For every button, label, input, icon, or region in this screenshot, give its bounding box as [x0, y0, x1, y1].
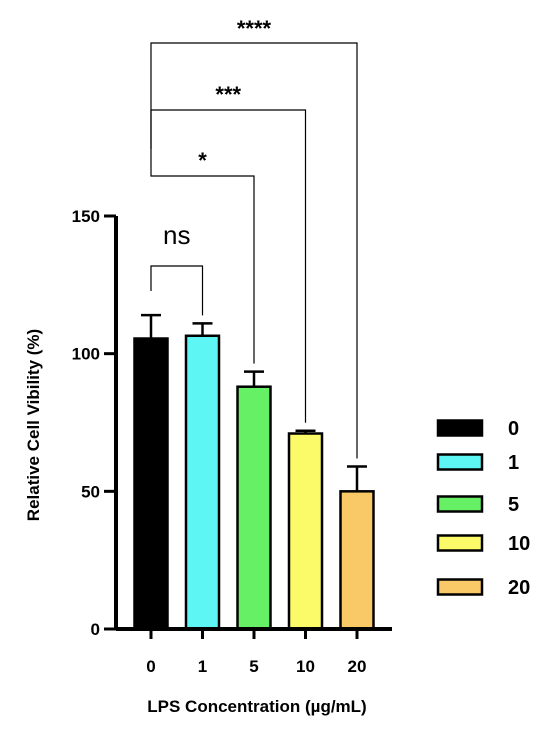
error-bar-10 [295, 429, 316, 434]
significance-label-0-vs-1: ns [163, 220, 190, 250]
legend-entry-5: 5 [436, 494, 519, 516]
y-axis-title: Relative Cell Vibility (%) [24, 329, 43, 521]
x-tick-label-1: 1 [198, 657, 207, 676]
legend-entry-1: 1 [436, 452, 519, 474]
error-bar-20 [347, 465, 367, 492]
legend-swatch-5 [436, 495, 484, 513]
error-bars-group [141, 313, 367, 492]
bar-1 [184, 334, 221, 631]
legend-label-20: 20 [508, 577, 530, 599]
legend-entry-10: 10 [436, 533, 530, 555]
significance-brackets: ns******** [150, 16, 358, 459]
bar-0 [133, 337, 169, 631]
y-tick-label-150: 150 [72, 207, 100, 226]
bar-10 [287, 432, 324, 631]
x-tick-label-5: 5 [249, 657, 258, 676]
legend-swatch-0 [436, 419, 484, 437]
x-tick-label-20: 20 [348, 657, 367, 676]
significance-label-0-vs-5: * [198, 148, 207, 173]
bar-5 [236, 385, 272, 631]
legend-swatch-10 [436, 534, 484, 552]
legend-label-0: 0 [508, 418, 519, 440]
significance-label-0-vs-20: **** [237, 16, 272, 41]
y-tick-label-0: 0 [91, 620, 100, 639]
legend-swatch-20 [436, 578, 484, 596]
legend-swatch-1 [436, 453, 484, 471]
bracket-0-vs-1: ns [150, 220, 204, 316]
legend: 0 1 5 10 20 [436, 418, 530, 599]
bracket-0-vs-5: * [150, 148, 255, 364]
x-axis-title: LPS Concentration (µg/mL) [147, 697, 366, 716]
legend-entry-0: 0 [436, 418, 519, 440]
legend-entry-20: 20 [436, 577, 530, 599]
bar-20 [339, 490, 375, 631]
y-tick-label-100: 100 [72, 345, 100, 364]
error-bar-5 [244, 370, 264, 387]
x-tick-label-0: 0 [146, 657, 155, 676]
y-tick-label-50: 50 [81, 482, 100, 501]
legend-label-1: 1 [508, 452, 519, 474]
bracket-0-vs-20: **** [150, 16, 358, 459]
error-bar-1 [192, 322, 213, 336]
legend-label-10: 10 [508, 533, 530, 555]
x-tick-label-10: 10 [296, 657, 315, 676]
axes-group: 0 50 100 150 0 1 5 10 20 [72, 207, 392, 676]
error-bar-0 [141, 313, 161, 339]
significance-label-0-vs-10: *** [215, 82, 241, 107]
legend-label-5: 5 [508, 494, 519, 516]
bracket-0-vs-10: *** [150, 82, 307, 423]
